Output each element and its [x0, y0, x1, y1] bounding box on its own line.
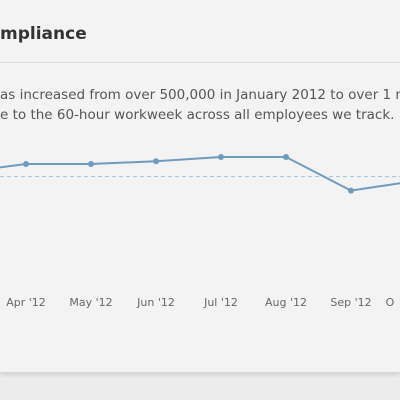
description-line: e to the 60-hour workweek across all emp… [0, 107, 395, 123]
x-tick-label: Jul '12 [203, 296, 238, 309]
section-title: mpliance [0, 24, 87, 44]
x-tick-label: Aug '12 [265, 296, 307, 309]
point [218, 154, 224, 160]
x-tick-label: Jun '12 [136, 296, 175, 309]
x-tick-label: May '12 [69, 296, 112, 309]
description-line: as increased from over 500,000 in Januar… [0, 87, 400, 103]
point [88, 161, 94, 167]
x-tick-label: Apr '12 [6, 296, 46, 309]
point [348, 187, 354, 194]
point [153, 158, 159, 165]
divider [0, 62, 400, 63]
x-tick-label: O [386, 296, 395, 309]
chart: Apr '12 May '12 Jun '12 Jul '12 Aug '12 Sep '… [0, 154, 400, 309]
x-tick-label: Sep '12 [330, 296, 371, 309]
point [283, 154, 289, 160]
line [0, 156, 400, 192]
point [23, 161, 29, 167]
